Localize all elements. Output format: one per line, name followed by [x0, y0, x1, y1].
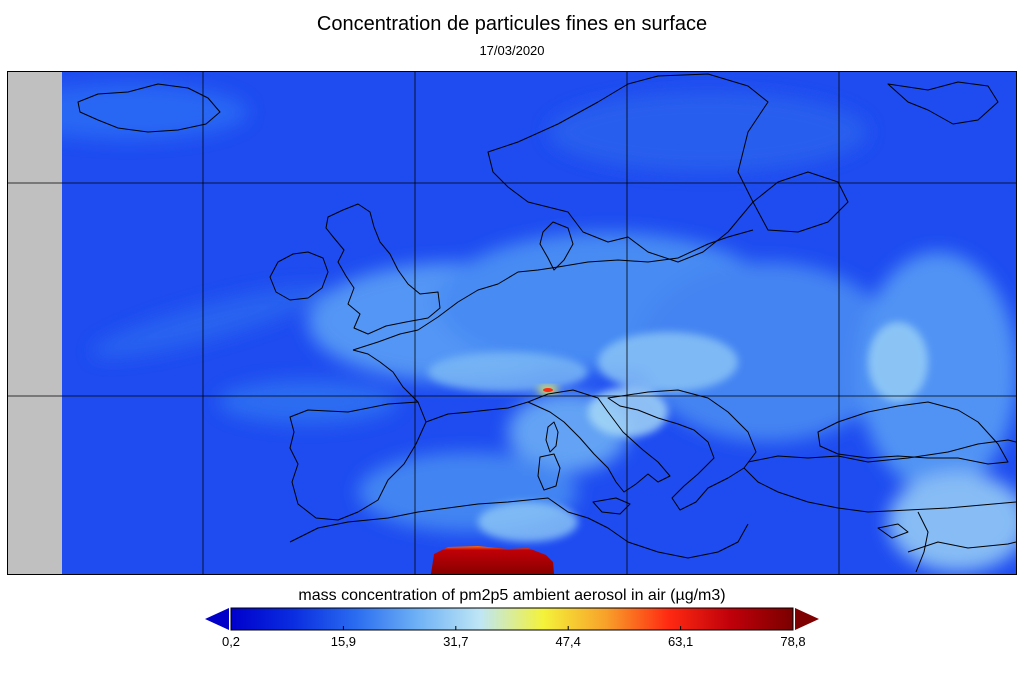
colorbar-tick-label: 47,4 [555, 634, 581, 649]
colorbar-title: mass concentration of pm2p5 ambient aero… [298, 587, 726, 604]
colorbar-tick-label: 15,9 [330, 634, 357, 649]
map-panel [7, 71, 1017, 575]
colorbar-tick-labels: 0,2 15,9 31,7 47,4 63,1 78,8 [0, 634, 1024, 652]
colorbar-right-arrow [795, 608, 819, 630]
colorbar [205, 607, 819, 631]
colorbar-tick-label: 78,8 [780, 634, 806, 649]
map-canvas [8, 72, 1016, 574]
colorbar-tick-label: 31,7 [443, 634, 469, 649]
graticule [8, 72, 1016, 574]
colorbar-tick-marks [230, 626, 794, 630]
map-date: 17/03/2020 [479, 43, 545, 58]
colorbar-tick-label: 0,2 [221, 634, 241, 649]
concentration-plumes [8, 84, 1016, 572]
colorbar-scale [230, 607, 794, 631]
colorbar-left-arrow [205, 608, 229, 630]
no-data-region [8, 72, 62, 574]
map-title: Concentration de particules fines en sur… [316, 13, 708, 35]
sahara-dust-hotspot [431, 546, 554, 574]
colorbar-tick-label: 63,1 [667, 634, 694, 649]
